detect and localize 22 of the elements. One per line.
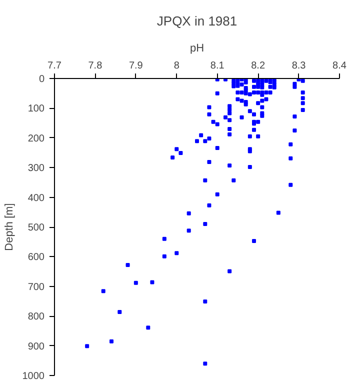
x-tick-label: 8.4 [332,60,347,72]
y-tick-label: 400 [28,192,45,204]
x-tick-label: 8.3 [292,60,306,72]
y-tick-label: 700 [28,282,45,293]
y-tick-label: 800 [28,312,45,323]
y-tick-label: 900 [28,341,45,352]
x-tick-label: 8 [174,60,180,72]
x-tick-label: 7.8 [88,60,103,72]
y-tick-label: 200 [28,133,45,144]
x-tick-label: 7.9 [128,60,144,72]
y-tick-label: 300 [28,163,45,174]
y-tick-label: 1000 [22,371,45,382]
y-axis-title: Depth [m] [3,203,16,251]
chart-title: JPQX in 1981 [156,14,238,28]
x-tick-label: 8.2 [251,60,266,72]
y-tick-label: 500 [28,222,45,234]
y-tick-label: 100 [28,104,45,115]
x-tick-label: 8.1 [210,60,225,72]
y-tick-label: 600 [28,252,45,264]
y-tick-label: 0 [38,74,45,85]
x-tick-label: 7.7 [48,60,62,72]
x-axis-title: pH [190,42,204,54]
